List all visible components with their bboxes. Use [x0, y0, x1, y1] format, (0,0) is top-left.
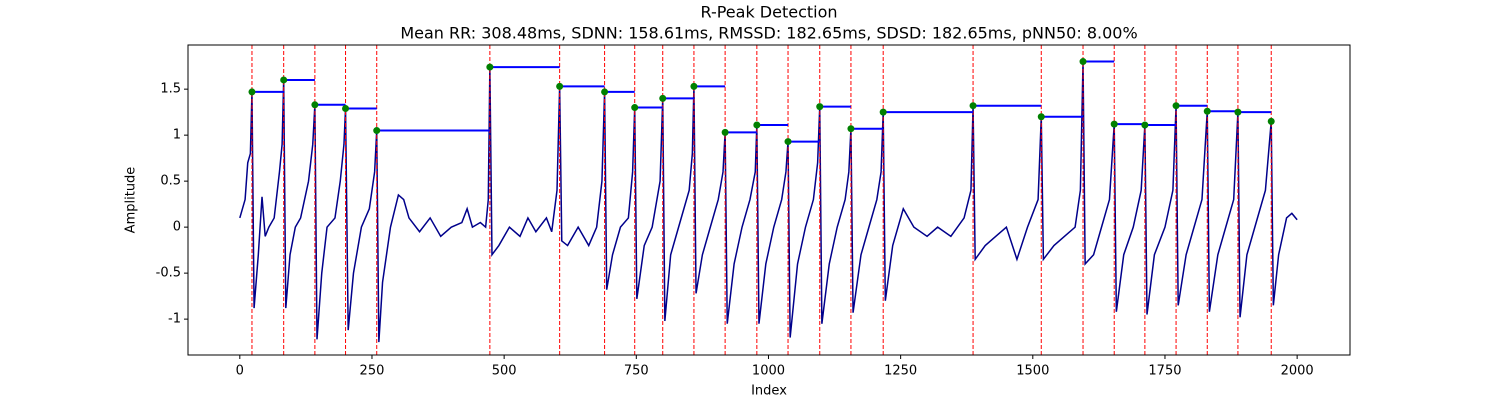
x-tick-label: 2000: [1281, 364, 1314, 379]
peak-marker: [1267, 117, 1275, 125]
peak-marker: [342, 104, 350, 112]
signal-line: [239, 61, 1298, 343]
peak-marker: [601, 88, 609, 96]
peak-marker: [1234, 108, 1242, 116]
peak-marker: [280, 76, 288, 84]
peak-marker: [373, 127, 381, 135]
peak-marker: [1141, 121, 1149, 129]
x-axis-label: Index: [751, 384, 787, 399]
peak-marker: [311, 101, 319, 109]
y-tick-label: 0: [173, 220, 181, 235]
x-tick-label: 1750: [1148, 364, 1181, 379]
peak-marker: [1172, 102, 1180, 110]
x-tick-label: 1000: [752, 364, 785, 379]
y-tick-label: -1: [168, 312, 181, 327]
peak-marker: [631, 104, 639, 112]
peak-marker: [1203, 107, 1211, 115]
peak-marker: [1110, 120, 1118, 128]
peak-marker: [847, 125, 855, 133]
peak-marker: [690, 82, 698, 90]
y-tick-label: 1: [173, 128, 181, 143]
peak-marker: [753, 121, 761, 129]
x-tick-label: 0: [236, 364, 244, 379]
peak-marker: [486, 63, 494, 71]
y-axis-label: Amplitude: [124, 167, 139, 234]
peak-marker: [784, 138, 792, 146]
y-tick-label: 1.5: [160, 82, 181, 97]
peak-marker: [659, 94, 667, 102]
x-tick-label: 250: [360, 364, 385, 379]
chart-title: R-Peak Detection: [700, 3, 837, 22]
x-tick-label: 750: [624, 364, 649, 379]
peak-marker: [816, 103, 824, 111]
peak-marker: [721, 128, 729, 136]
peak-marker: [556, 82, 564, 90]
peak-marker: [879, 108, 887, 116]
x-tick-label: 1250: [884, 364, 917, 379]
x-tick-label: 1500: [1016, 364, 1049, 379]
y-tick-label: 0.5: [160, 174, 181, 189]
peak-marker: [969, 102, 977, 110]
chart-subtitle: Mean RR: 308.48ms, SDNN: 158.61ms, RMSSD…: [400, 24, 1137, 43]
peak-marker: [248, 88, 256, 96]
y-tick-label: -0.5: [156, 266, 181, 281]
peak-marker: [1037, 113, 1045, 121]
x-tick-label: 500: [492, 364, 517, 379]
plot-frame: [187, 44, 1351, 356]
peak-marker: [1079, 58, 1087, 66]
